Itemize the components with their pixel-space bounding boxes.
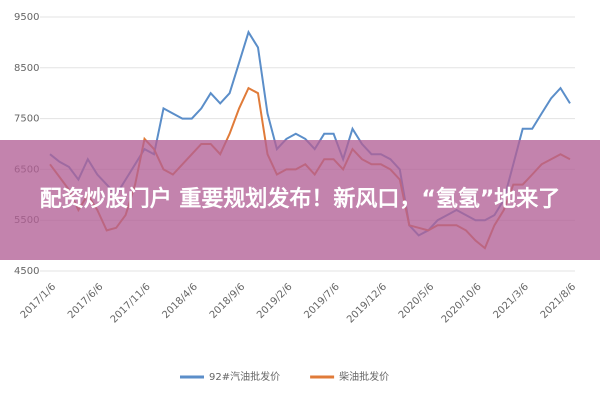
x-tick-label: 2017/11/6: [109, 281, 153, 325]
x-tick-label: 2018/9/6: [208, 281, 248, 321]
y-tick-label: 9500: [14, 12, 39, 23]
x-tick-label: 2020/5/6: [397, 281, 437, 321]
y-tick-label: 7500: [14, 114, 39, 125]
x-tick-label: 2019/2/6: [255, 281, 295, 321]
x-tick-label: 2019/12/6: [345, 281, 389, 325]
x-tick-label: 2018/4/6: [161, 281, 201, 321]
banner-text: 配资炒股门户 重要规划发布！新风口，“氢氢”地来了: [39, 187, 561, 212]
x-tick-label: 2020/10/6: [440, 281, 484, 325]
x-tick-label: 2019/7/6: [302, 281, 342, 321]
legend-item: 92#汽油批发价: [180, 370, 280, 383]
x-tick-label: 2017/1/6: [19, 281, 59, 321]
legend-label: 92#汽油批发价: [209, 370, 280, 383]
banner: 配资炒股门户 重要规划发布！新风口，“氢氢”地来了: [0, 140, 600, 260]
x-tick-label: 2017/6/6: [66, 281, 106, 321]
legend-item: 柴油批发价: [310, 370, 389, 383]
x-tick-label: 2021/3/6: [491, 281, 531, 321]
legend-label: 柴油批发价: [339, 370, 389, 383]
y-tick-label: 4500: [14, 266, 39, 277]
x-tick-label: 2021/8/6: [539, 281, 579, 321]
y-tick-label: 8500: [14, 63, 39, 74]
